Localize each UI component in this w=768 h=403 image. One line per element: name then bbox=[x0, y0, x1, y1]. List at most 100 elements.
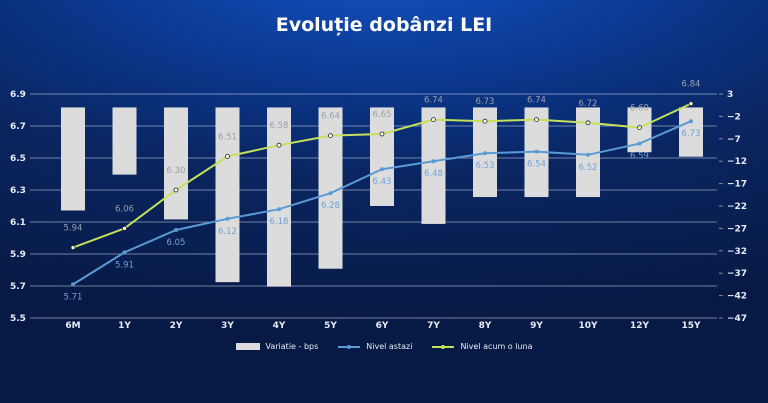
data-label: 6.74 bbox=[527, 96, 546, 106]
point-nivel-astazi bbox=[689, 119, 693, 124]
data-label: 6.65 bbox=[373, 110, 392, 120]
left-axis-tick: 6.3 bbox=[10, 186, 26, 196]
legend-item-variatie[interactable]: Variatie - bps bbox=[235, 342, 319, 351]
data-label: 5.91 bbox=[115, 260, 134, 270]
point-nivel-acum-o-luna bbox=[122, 225, 127, 231]
right-axis-tick: −32 bbox=[727, 247, 747, 257]
point-nivel-astazi bbox=[431, 159, 436, 164]
data-label: 6.48 bbox=[424, 169, 443, 179]
point-nivel-acum-o-luna bbox=[70, 245, 76, 251]
right-axis-tick: 3 bbox=[727, 90, 733, 100]
bar-variatie bbox=[421, 107, 446, 224]
data-label: 6.59 bbox=[630, 152, 649, 162]
legend-item-nivel-acum-o-luna[interactable]: Nivel acum o luna bbox=[432, 342, 532, 351]
left-axis-tick: 6.1 bbox=[10, 218, 26, 228]
point-nivel-astazi bbox=[534, 149, 539, 154]
x-axis-tick: 2Y bbox=[170, 321, 183, 331]
legend-label: Variatie - bps bbox=[265, 342, 319, 351]
point-nivel-acum-o-luna bbox=[276, 142, 282, 148]
x-axis-tick: 8Y bbox=[479, 321, 492, 331]
point-nivel-astazi bbox=[225, 216, 230, 221]
point-nivel-acum-o-luna bbox=[688, 101, 694, 106]
right-axis-tick: −27 bbox=[727, 224, 747, 234]
left-axis-tick: 5.9 bbox=[10, 250, 26, 260]
x-axis-tick: 1Y bbox=[118, 321, 131, 331]
point-nivel-astazi bbox=[122, 250, 127, 255]
right-axis-tick: −42 bbox=[727, 292, 747, 302]
data-label: 6.73 bbox=[476, 97, 495, 107]
point-nivel-acum-o-luna bbox=[637, 125, 642, 130]
left-axis-tick: 6.9 bbox=[10, 90, 26, 100]
data-label: 6.05 bbox=[167, 238, 186, 248]
x-axis-tick: 3Y bbox=[221, 321, 234, 331]
right-axis-tick: −37 bbox=[727, 269, 747, 279]
data-label: 6.18 bbox=[270, 217, 289, 227]
bar-variatie bbox=[112, 107, 137, 175]
x-axis-tick: 6M bbox=[65, 321, 80, 331]
right-axis-tick: −17 bbox=[727, 180, 747, 190]
data-label: 6.06 bbox=[115, 204, 134, 214]
left-axis-tick: 5.5 bbox=[10, 314, 26, 324]
right-axis-tick: −47 bbox=[727, 314, 747, 324]
data-label: 6.51 bbox=[218, 132, 237, 142]
data-label: 6.53 bbox=[476, 161, 495, 171]
legend-swatch-bar bbox=[235, 343, 260, 350]
legend-item-nivel-astazi[interactable]: Nivel astazi bbox=[338, 342, 412, 351]
right-axis-tick: −22 bbox=[727, 202, 747, 212]
data-label: 6.72 bbox=[579, 99, 598, 109]
data-label: 6.58 bbox=[270, 121, 289, 131]
left-axis-tick: 6.7 bbox=[10, 122, 26, 132]
x-axis-tick: 9Y bbox=[530, 321, 543, 331]
x-axis-tick: 12Y bbox=[630, 321, 650, 331]
point-nivel-astazi bbox=[277, 207, 281, 212]
data-label: 6.74 bbox=[424, 96, 443, 106]
point-nivel-acum-o-luna bbox=[431, 117, 436, 122]
point-nivel-acum-o-luna bbox=[379, 131, 385, 137]
x-axis-tick: 7Y bbox=[427, 321, 440, 331]
point-nivel-astazi bbox=[174, 228, 178, 232]
legend: Variatie - bps Nivel astazi Nivel acum o… bbox=[0, 342, 768, 351]
data-label: 6.54 bbox=[527, 160, 546, 170]
data-label: 5.71 bbox=[64, 292, 83, 302]
left-axis-tick: 5.7 bbox=[10, 282, 26, 292]
point-nivel-astazi bbox=[586, 152, 590, 157]
right-axis-tick: −2 bbox=[727, 112, 741, 122]
left-axis-tick: 6.5 bbox=[10, 154, 26, 164]
data-label: 6.84 bbox=[682, 80, 701, 90]
bar-variatie bbox=[215, 107, 240, 283]
data-label: 6.52 bbox=[579, 163, 598, 173]
point-nivel-astazi bbox=[637, 141, 642, 146]
bar-variatie bbox=[164, 107, 188, 220]
chart-title: Evoluție dobânzi LEI bbox=[275, 14, 493, 36]
right-axis-tick: −12 bbox=[727, 157, 747, 167]
point-nivel-acum-o-luna bbox=[482, 118, 488, 124]
legend-swatch-line bbox=[338, 344, 361, 349]
point-nivel-acum-o-luna bbox=[328, 133, 333, 139]
point-nivel-astazi bbox=[71, 282, 75, 287]
data-label: 6.43 bbox=[373, 177, 392, 187]
x-axis-tick: 10Y bbox=[578, 321, 598, 331]
bar-variatie bbox=[679, 107, 703, 157]
data-label: 6.73 bbox=[682, 129, 701, 139]
data-label: 5.94 bbox=[64, 224, 83, 234]
bar-variatie bbox=[61, 107, 85, 211]
bar-variatie bbox=[370, 107, 394, 206]
bar-variatie bbox=[318, 107, 343, 269]
point-nivel-acum-o-luna bbox=[585, 120, 591, 126]
data-label: 6.64 bbox=[321, 112, 340, 122]
point-nivel-acum-o-luna bbox=[534, 117, 539, 122]
point-nivel-astazi bbox=[483, 151, 487, 156]
legend-label: Nivel acum o luna bbox=[460, 342, 533, 351]
point-nivel-astazi bbox=[380, 167, 384, 172]
point-nivel-acum-o-luna bbox=[173, 187, 179, 193]
x-axis-tick: 4Y bbox=[273, 321, 286, 331]
x-axis-tick: 5Y bbox=[324, 321, 337, 331]
legend-label: Nivel astazi bbox=[366, 342, 413, 351]
legend-swatch-line bbox=[432, 344, 455, 349]
x-axis-tick: 6Y bbox=[376, 321, 389, 331]
data-label: 6.30 bbox=[167, 166, 186, 176]
data-label: 6.69 bbox=[630, 104, 649, 114]
x-axis-tick: 15Y bbox=[681, 321, 701, 331]
point-nivel-astazi bbox=[328, 191, 333, 196]
